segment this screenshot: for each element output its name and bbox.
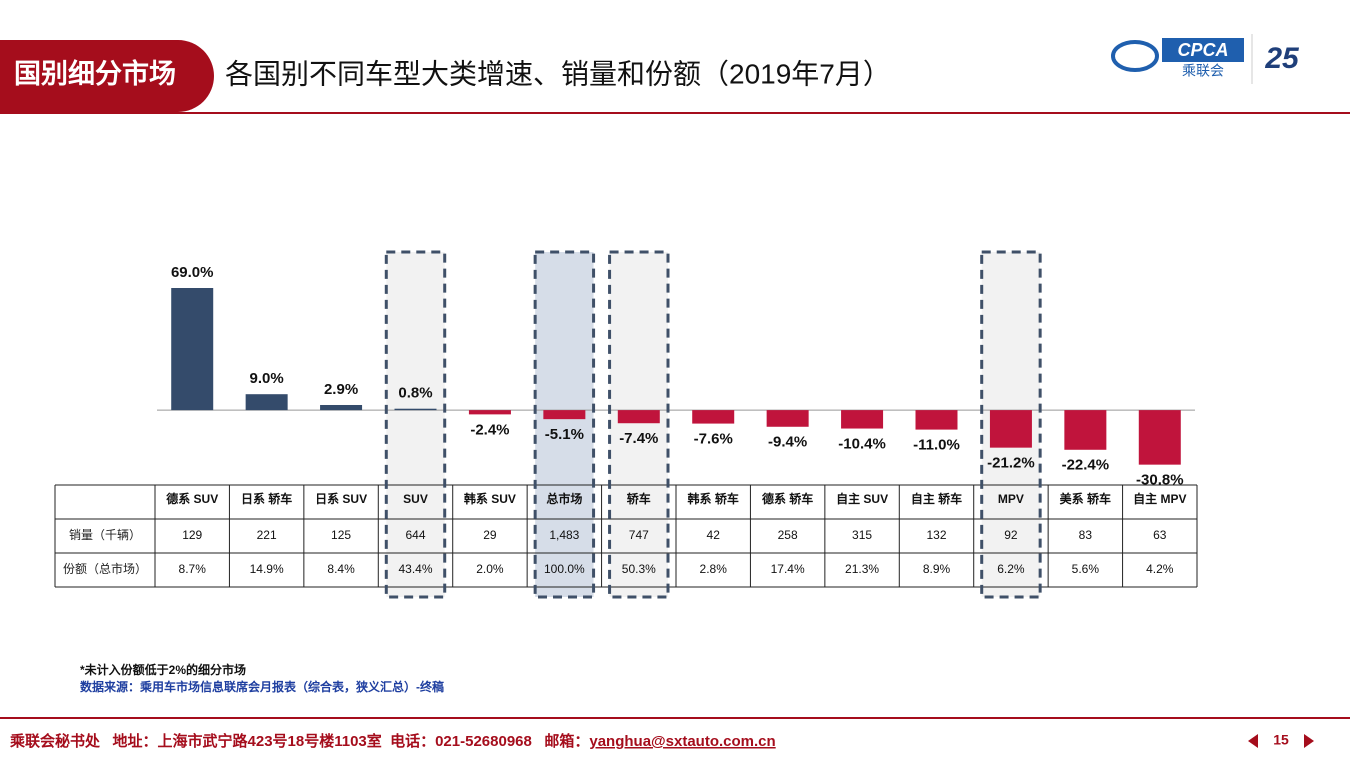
category-label: 自主 轿车: [911, 491, 962, 506]
value-label: -7.4%: [619, 430, 658, 447]
next-arrow[interactable]: [1304, 734, 1314, 748]
table-cell: 132: [926, 528, 946, 542]
bar: [617, 410, 660, 424]
category-label: 德系 SUV: [166, 491, 218, 506]
bar: [543, 410, 586, 420]
table-cell: 29: [483, 528, 497, 542]
table-cell: 4.2%: [1146, 562, 1174, 576]
chart: 销量（千辆） 129 221 125 644 29 1,483 747 42 258 315 132 9…: [54, 250, 1198, 599]
value-label: 2.9%: [324, 381, 358, 398]
table-cell: 644: [405, 528, 425, 542]
highlight-box: [386, 252, 445, 597]
table-cell: 43.4%: [398, 562, 432, 576]
row-label: 销量（千辆）: [69, 528, 141, 542]
category-label: 日系 SUV: [315, 491, 367, 506]
table-cell: 83: [1079, 528, 1093, 542]
table-cell: 258: [778, 528, 798, 542]
value-label: 9.0%: [250, 370, 284, 387]
bar: [320, 404, 363, 411]
highlight-border: [533, 250, 596, 599]
category-label: SUV: [403, 492, 428, 506]
tab-text: 国别细分市场: [14, 58, 176, 89]
value-label: -22.4%: [1062, 457, 1110, 474]
category-label: 自主 SUV: [836, 491, 888, 506]
category-label: MPV: [998, 492, 1024, 506]
row-label: 份额（总市场）: [63, 561, 147, 576]
table-cell: 8.7%: [179, 562, 207, 576]
table-cell: 2.8%: [700, 562, 728, 576]
logo-box: [1162, 38, 1244, 62]
table-cell: 42: [707, 528, 721, 542]
highlight-box: [609, 252, 668, 597]
note: *未计入份额低于2%的细分市场: [80, 662, 246, 677]
value-label: 69.0%: [171, 264, 214, 281]
category-label: 轿车: [627, 491, 651, 506]
highlight-border: [608, 250, 670, 599]
logo-text: CPCA: [1177, 40, 1228, 60]
table-cell: 221: [257, 528, 277, 542]
category-label: 日系 轿车: [241, 491, 292, 506]
table-cell: 315: [852, 528, 872, 542]
category-label: 德系 轿车: [762, 491, 813, 506]
logo-cn: 乘联会: [1182, 63, 1224, 79]
bar: [468, 410, 511, 415]
table-cell: 8.9%: [923, 562, 951, 576]
bar: [245, 394, 288, 411]
bar: [692, 410, 735, 424]
highlight-border: [384, 250, 447, 599]
value-label: -9.4%: [768, 434, 807, 451]
category-label: 自主 MPV: [1133, 491, 1186, 506]
bar: [171, 288, 214, 411]
footer-email: yanghua@sxtauto.com.cn: [589, 733, 775, 750]
table-cell: 14.9%: [250, 562, 284, 576]
value-label: -30.8%: [1136, 472, 1184, 489]
highlight-box: [535, 252, 594, 597]
value-label: -7.6%: [694, 431, 733, 448]
category-label: 总市场: [546, 491, 582, 506]
table-cell: 125: [331, 528, 351, 542]
table-cell: 6.2%: [997, 562, 1025, 576]
value-label: -21.2%: [987, 455, 1035, 472]
table-cell: 100.0%: [544, 562, 585, 576]
highlight-border: [980, 250, 1042, 599]
table-cell: 747: [629, 528, 649, 542]
table-cell: 8.4%: [327, 562, 355, 576]
source: 数据来源：乘用车市场信息联席会月报表（综合表，狭义汇总）-终稿: [80, 679, 444, 694]
category-label: 美系 轿车: [1060, 491, 1111, 506]
footer-text: 乘联会秘书处 地址：上海市武宁路423号18号楼1103室 电话：021-526…: [9, 732, 776, 750]
bar: [989, 410, 1032, 448]
bar: [915, 410, 958, 430]
value-label: -2.4%: [470, 421, 509, 438]
table-cell: 50.3%: [622, 562, 656, 576]
value-label: 0.8%: [398, 385, 432, 402]
table-cell: 21.3%: [845, 562, 879, 576]
bar: [1138, 410, 1181, 465]
value-label: -11.0%: [913, 437, 960, 454]
value-label: -10.4%: [838, 436, 886, 453]
value-label: -5.1%: [545, 426, 584, 443]
table-cell: 2.0%: [476, 562, 504, 576]
bar: [394, 408, 437, 411]
category-label: 韩系 轿车: [688, 491, 739, 506]
footer-address: 乘联会秘书处 地址：上海市武宁路423号18号楼1103室 电话：021-526…: [9, 732, 589, 750]
table-cell: 17.4%: [771, 562, 805, 576]
slide-title: 各国别不同车型大类增速、销量和份额（2019年7月）: [225, 58, 891, 89]
page-number: 15: [1273, 732, 1289, 748]
table-cell: 1,483: [549, 528, 579, 542]
prev-arrow[interactable]: [1248, 734, 1258, 748]
bar: [1064, 410, 1107, 450]
title-tab: [0, 40, 214, 112]
table-cell: 5.6%: [1072, 562, 1100, 576]
bar: [766, 410, 809, 427]
category-label: 韩系 SUV: [464, 491, 516, 506]
table-cell: 63: [1153, 528, 1167, 542]
logo-mark: [1111, 40, 1159, 72]
bar: [841, 410, 884, 429]
anniversary-logo: 25: [1264, 42, 1300, 75]
table-cell: 129: [182, 528, 202, 542]
table-cell: 92: [1004, 528, 1018, 542]
